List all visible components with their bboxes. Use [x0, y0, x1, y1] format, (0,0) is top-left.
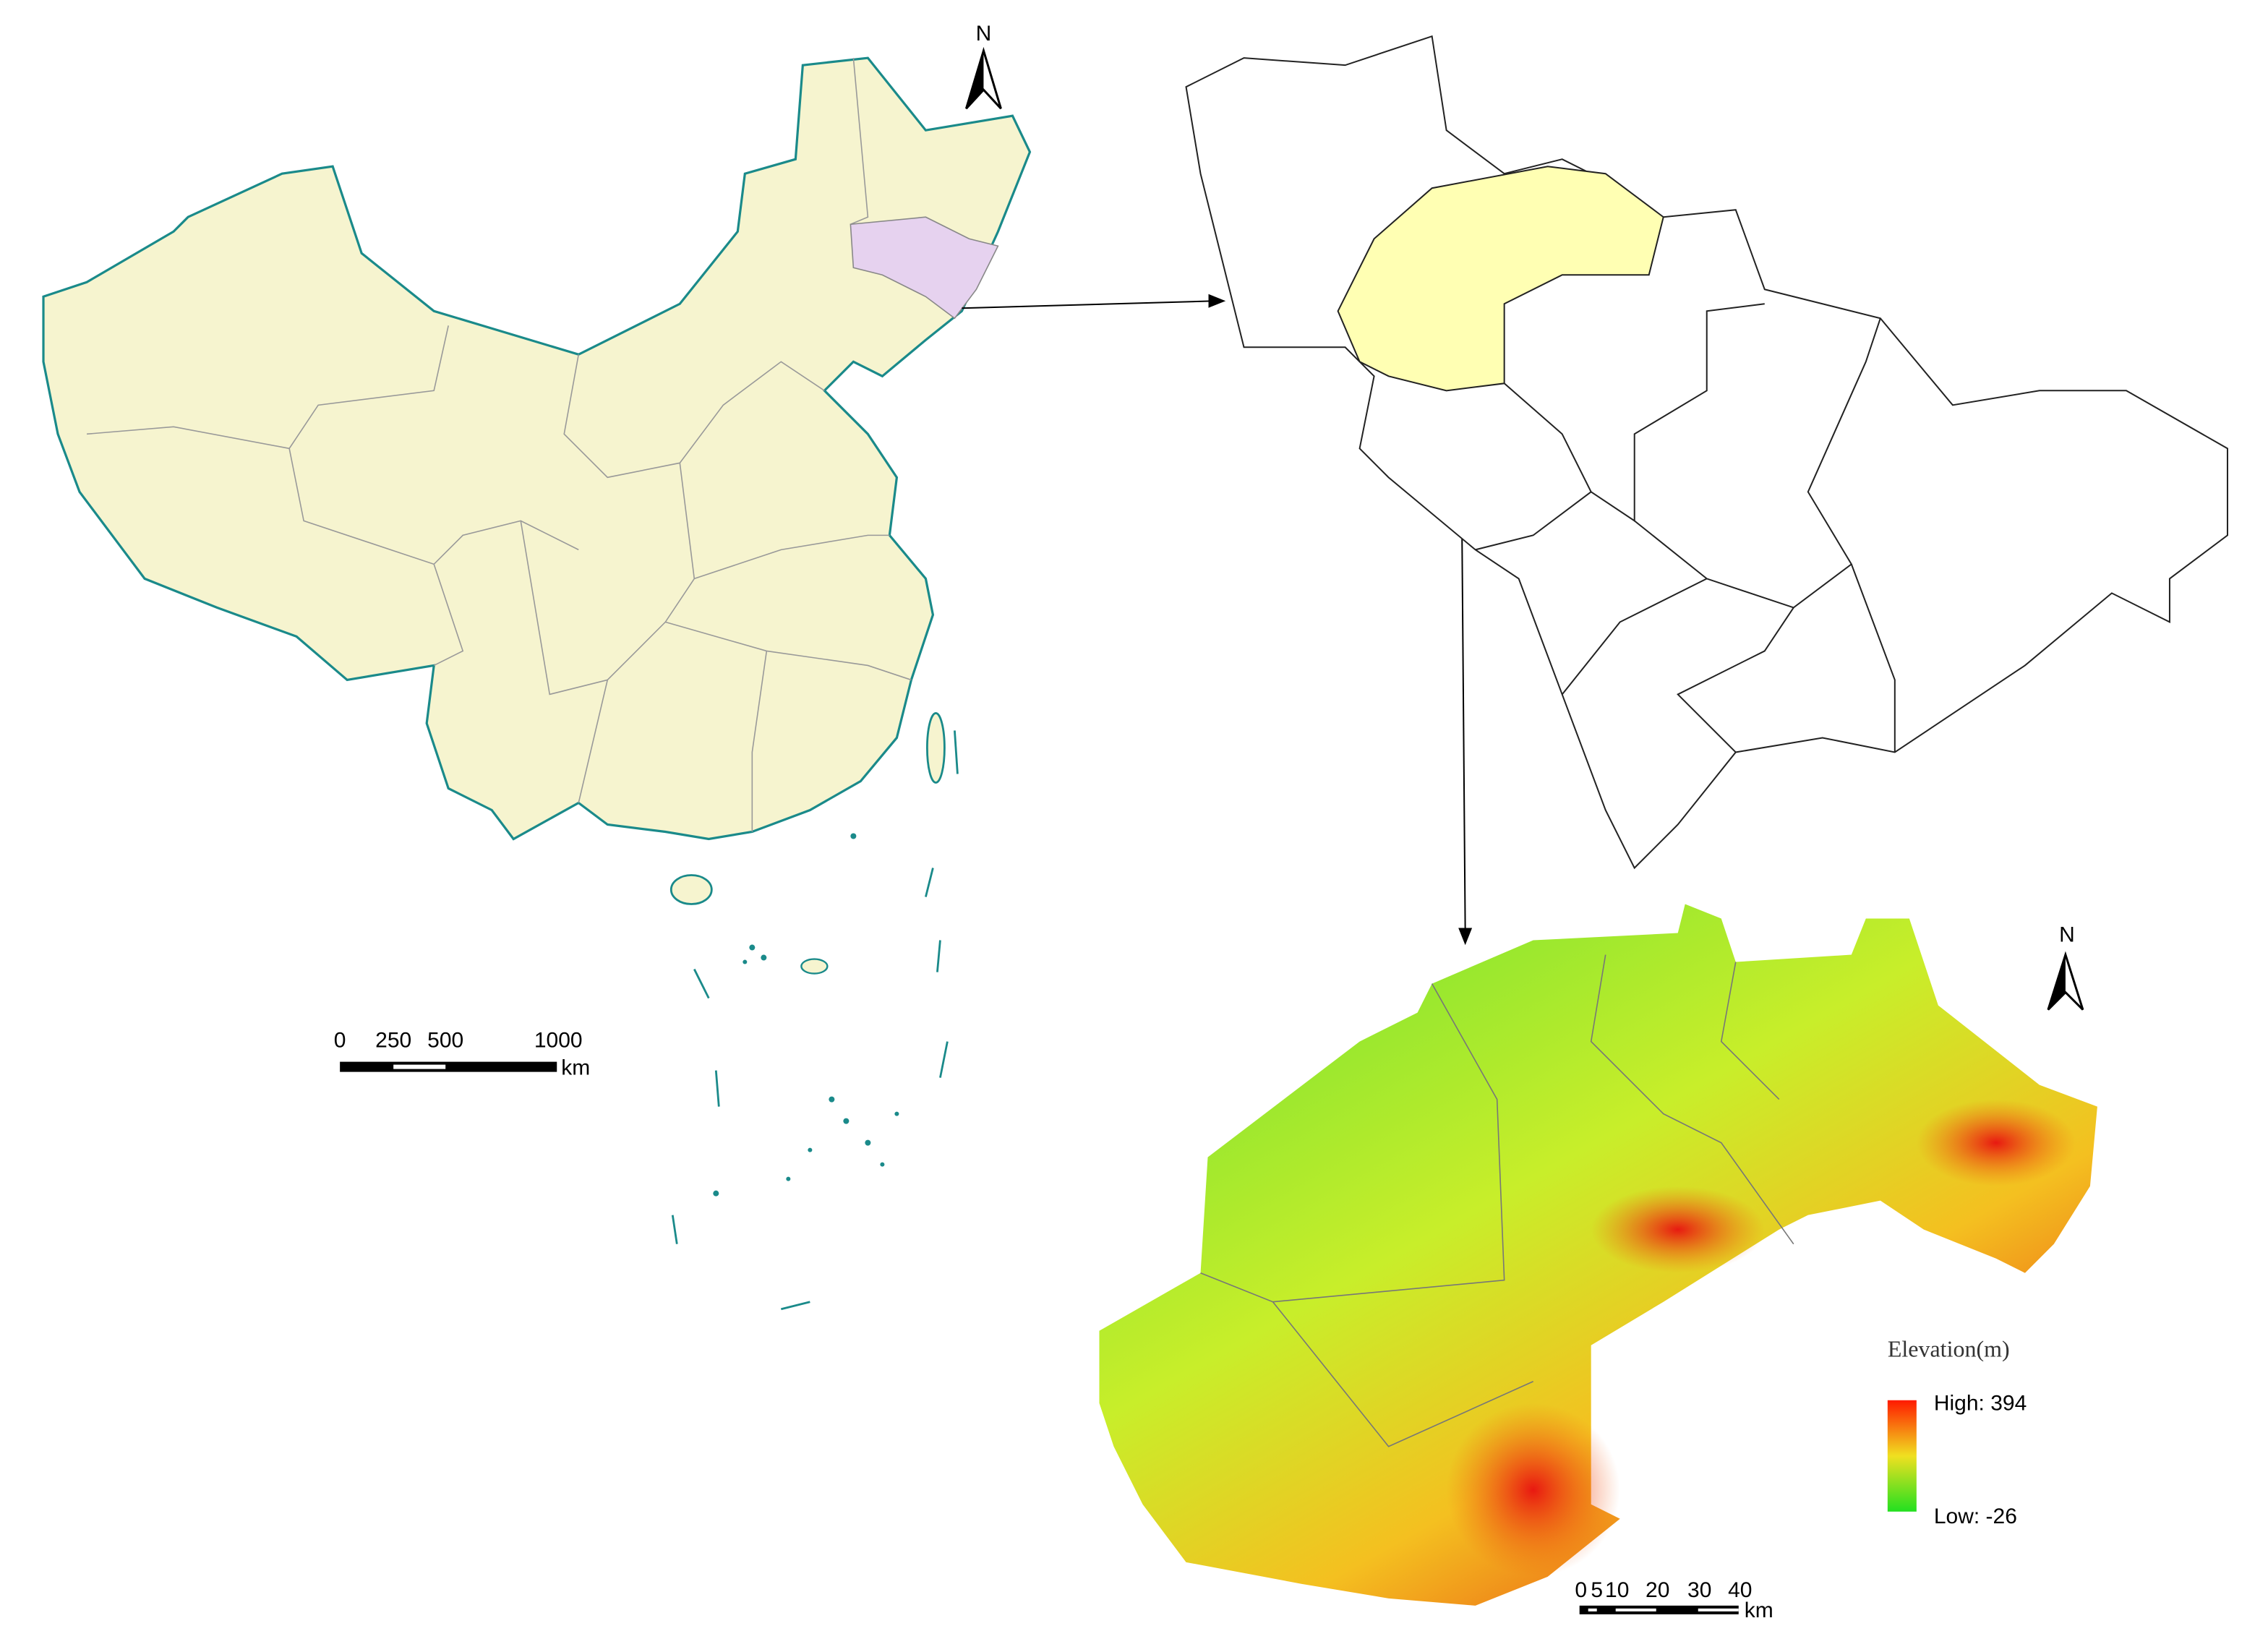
jilin-highlight — [850, 216, 999, 320]
high-zone — [1446, 1403, 1620, 1577]
scale-label: 500 — [427, 1029, 463, 1053]
elevation-raster — [1099, 904, 2097, 1606]
jilin-outline — [1185, 35, 2228, 870]
legend-low: Low: -26 — [1934, 1505, 2017, 1528]
islands — [713, 833, 899, 1197]
jilin-map — [1185, 35, 2228, 870]
legend-high: High: 394 — [1934, 1392, 2027, 1416]
legend: Elevation(m) High: 394 Low: -26 — [1887, 1336, 2027, 1528]
scale-label: 30 — [1687, 1578, 1711, 1602]
region-line — [1850, 564, 1896, 753]
scale-bar: 0 5 10 20 30 40 km — [1575, 1578, 1773, 1622]
boundaries — [1200, 954, 1794, 1447]
scale-label: 0 — [334, 1029, 346, 1053]
province-lines — [86, 58, 912, 832]
taiwan — [926, 712, 946, 784]
high-zone — [1591, 1186, 1765, 1273]
north-arrow-half — [966, 51, 984, 109]
region-line — [1504, 303, 1765, 523]
scale-unit: km — [1745, 1598, 1773, 1622]
elevation-map: N 0 5 10 20 30 40 km Elevation(m) High: … — [1099, 904, 2097, 1622]
dash-lines — [671, 730, 959, 1311]
scale-label: 0 — [1575, 1578, 1587, 1602]
scale-label: 250 — [375, 1029, 411, 1053]
scale-label: 1000 — [534, 1029, 583, 1053]
scale-label: 20 — [1646, 1578, 1669, 1602]
island — [800, 958, 829, 975]
scale-label: 10 — [1605, 1578, 1629, 1602]
region-line — [1561, 578, 1708, 696]
scale-bar: 0 250 500 1000 km — [334, 1029, 590, 1080]
hainan — [669, 874, 713, 905]
scale-label: 40 — [1728, 1578, 1752, 1602]
north-label: N — [2059, 923, 2075, 947]
legend-ramp — [1887, 1400, 1917, 1512]
north-label: N — [976, 22, 992, 46]
region-line — [1677, 607, 1794, 753]
legend-title: Elevation(m) — [1888, 1336, 2010, 1362]
study-prefecture — [1337, 166, 1664, 392]
scale-unit: km — [561, 1056, 590, 1080]
china-map: N 0 250 500 1000 km — [42, 22, 1032, 1311]
china-outline — [42, 56, 1032, 841]
scale-label: 5 — [1591, 1578, 1603, 1602]
region-line — [1475, 491, 1592, 551]
high-zone — [1916, 1099, 2076, 1186]
